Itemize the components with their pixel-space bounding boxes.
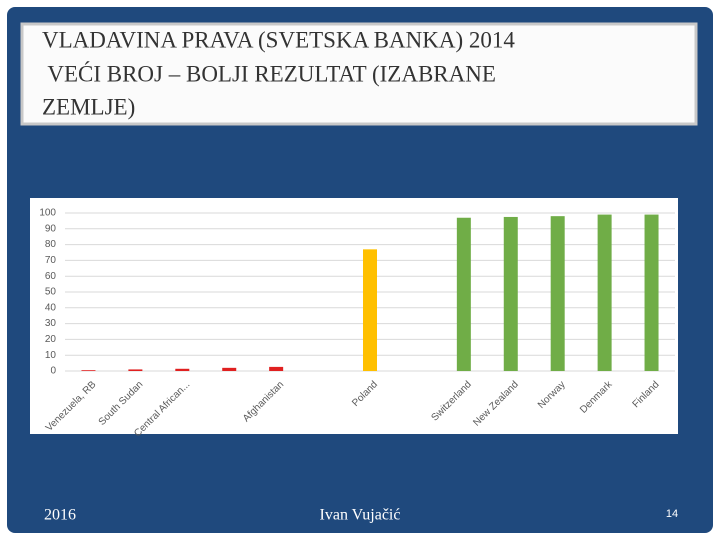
title-line: ZEMLJE) — [42, 94, 135, 119]
title-line: VLADAVINA PRAVA (SVETSKA BANKA) 2014 — [42, 27, 515, 52]
footer-author: Ivan Vujačić — [320, 507, 401, 524]
bar — [222, 367, 237, 371]
chart-area — [30, 198, 678, 434]
bar — [456, 217, 471, 371]
title-line: VEĆI BROJ – BOLJI REZULTAT (IZABRANE — [42, 60, 496, 86]
bar — [175, 368, 190, 371]
y-tick-label: 0 — [50, 366, 56, 377]
y-tick-label: 50 — [45, 287, 57, 298]
bar — [128, 369, 143, 371]
bar — [269, 366, 284, 371]
bar — [81, 370, 96, 371]
y-tick-label: 100 — [39, 208, 56, 219]
y-tick-label: 70 — [45, 255, 57, 266]
y-tick-label: 30 — [45, 318, 57, 329]
page-number: 14 — [666, 508, 678, 520]
footer-date: 2016 — [44, 507, 76, 524]
bar — [597, 214, 612, 371]
title-box — [20, 22, 698, 126]
bar — [363, 249, 377, 371]
y-tick-label: 80 — [45, 239, 57, 250]
bar — [550, 216, 565, 371]
bar — [503, 216, 518, 371]
bar — [644, 214, 659, 371]
y-tick-label: 40 — [45, 302, 57, 313]
y-tick-label: 20 — [45, 334, 57, 345]
y-tick-label: 60 — [45, 271, 57, 282]
y-tick-label: 10 — [45, 350, 57, 361]
y-tick-label: 90 — [45, 223, 57, 234]
